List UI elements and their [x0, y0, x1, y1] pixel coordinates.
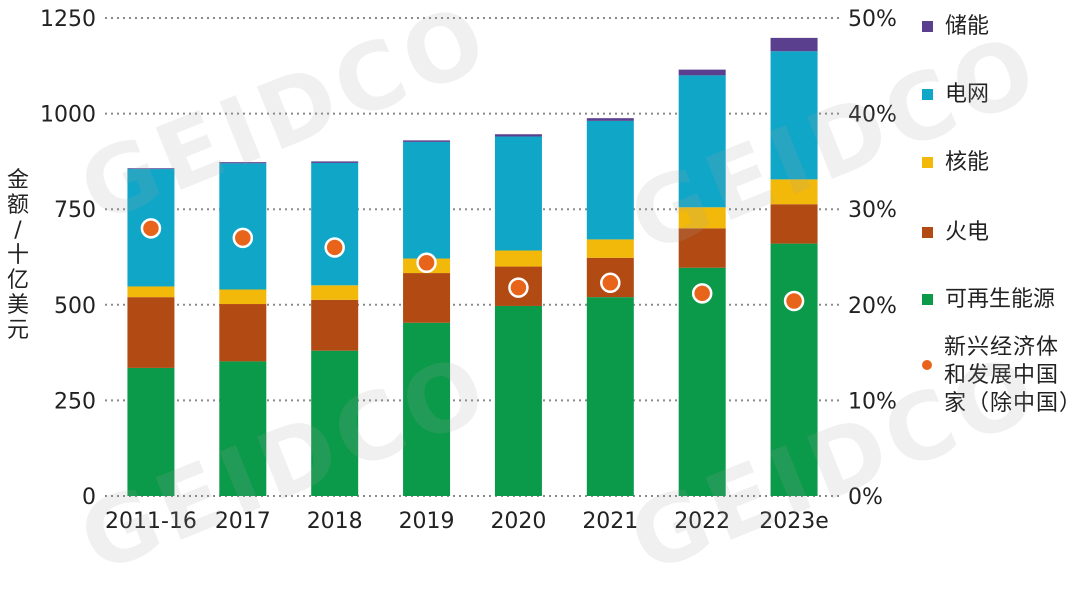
overlay-point	[416, 252, 437, 273]
x-tick-label: 2023e	[759, 509, 829, 534]
legend-item-nuclear: 核能	[922, 149, 989, 177]
bar-segment	[494, 250, 542, 267]
overlay-point	[508, 277, 529, 298]
bar-segment	[403, 141, 451, 259]
y-tick-label: 1000	[40, 103, 96, 128]
bar-segment	[586, 239, 634, 258]
bar-segment	[403, 273, 451, 323]
x-tick-label: 2011-16	[105, 509, 197, 534]
legend-item-grid: 电网	[922, 81, 989, 109]
x-tick-label: 2020	[490, 509, 546, 534]
overlay-point	[140, 218, 162, 239]
bar-segment	[770, 51, 818, 180]
bar-segment	[678, 267, 726, 496]
overlay-point	[600, 272, 621, 294]
bar-segment	[311, 162, 359, 286]
bar-segment	[311, 299, 359, 351]
legend-label-emde-line-2: 和发展中国	[944, 363, 1060, 388]
bar-segment	[127, 168, 175, 170]
legend-label-emde: 新兴经济体 和发展中国 家（除中国）	[944, 334, 1080, 418]
bar-segment	[127, 367, 175, 496]
bar-segment	[311, 285, 359, 300]
legend-label-storage: 储能	[945, 14, 990, 39]
bar-segment	[494, 134, 542, 137]
bar-segment	[219, 304, 267, 362]
x-tick-label: 2017	[215, 509, 271, 534]
bar-segment	[770, 37, 818, 52]
overlay-point	[691, 283, 713, 304]
bar-segment	[219, 163, 267, 290]
legend-item-renewable: 可再生能源	[922, 286, 1055, 314]
bar-segment	[678, 69, 726, 76]
y-tick-label: 750	[54, 198, 96, 223]
y-axis-label: 金额 / 十亿美元	[6, 168, 29, 343]
bar-segment	[219, 162, 267, 164]
bar-segment	[770, 204, 818, 244]
bar-segment	[494, 136, 542, 251]
legend-label-emde-line-1: 新兴经济体	[944, 335, 1060, 360]
bar-segment	[770, 243, 818, 496]
legend-swatch-thermal	[922, 227, 933, 238]
legend-swatch-renewable	[922, 294, 933, 305]
y-tick-label: 0	[82, 485, 96, 510]
legend-label-thermal: 火电	[945, 220, 990, 245]
y2-tick-label: 30%	[848, 198, 897, 223]
legend-swatch-grid	[922, 89, 933, 100]
x-tick-label: 2019	[399, 509, 455, 534]
bar-segment	[678, 75, 726, 208]
legend-item-emde: 新兴经济体 和发展中国 家（除中国）	[922, 334, 1080, 418]
legend-item-storage: 储能	[922, 13, 989, 41]
overlay-point	[324, 237, 345, 258]
bar-segment	[219, 289, 267, 305]
bar-segment	[586, 120, 634, 240]
bar-segment	[403, 140, 451, 142]
y2-tick-label: 0%	[848, 485, 883, 510]
legend-label-nuclear: 核能	[945, 150, 990, 175]
legend-swatch-storage	[922, 21, 933, 32]
bar-segment	[127, 286, 175, 298]
bar-segment	[494, 305, 542, 496]
bar-segment	[311, 161, 359, 163]
x-tick-label: 2018	[307, 509, 363, 534]
legend-dot-emde	[922, 360, 932, 370]
bar-segment	[678, 228, 726, 268]
bar-segment	[770, 179, 818, 205]
y2-tick-label: 10%	[848, 389, 897, 414]
y2-tick-label: 50%	[848, 7, 897, 32]
legend-label-emde-line-3: 家（除中国）	[944, 391, 1080, 416]
y-tick-label: 250	[54, 389, 96, 414]
bar-segment	[219, 361, 267, 496]
bar-segment	[403, 322, 451, 496]
y-tick-label: 1250	[40, 7, 96, 32]
legend-swatch-nuclear	[922, 157, 933, 168]
y2-tick-label: 40%	[848, 103, 897, 128]
y2-tick-label: 20%	[848, 294, 897, 319]
x-tick-label: 2021	[582, 509, 638, 534]
chart-canvas: 0 250 500 750 1000 1250 0% 10% 20% 30% 40% 50% 2011-…	[40, 7, 897, 534]
legend-item-thermal: 火电	[922, 219, 989, 247]
bar-segment	[127, 297, 175, 368]
y-tick-label: 500	[54, 294, 96, 319]
legend-label-renewable: 可再生能源	[945, 287, 1056, 312]
bar-segment	[311, 350, 359, 496]
legend-label-grid: 电网	[945, 82, 990, 107]
x-tick-label: 2022	[674, 509, 730, 534]
overlay-point	[783, 290, 805, 312]
bar-segment	[586, 297, 634, 496]
bar-segment	[678, 207, 726, 229]
overlay-point	[232, 227, 254, 249]
bar-segment	[586, 118, 634, 121]
